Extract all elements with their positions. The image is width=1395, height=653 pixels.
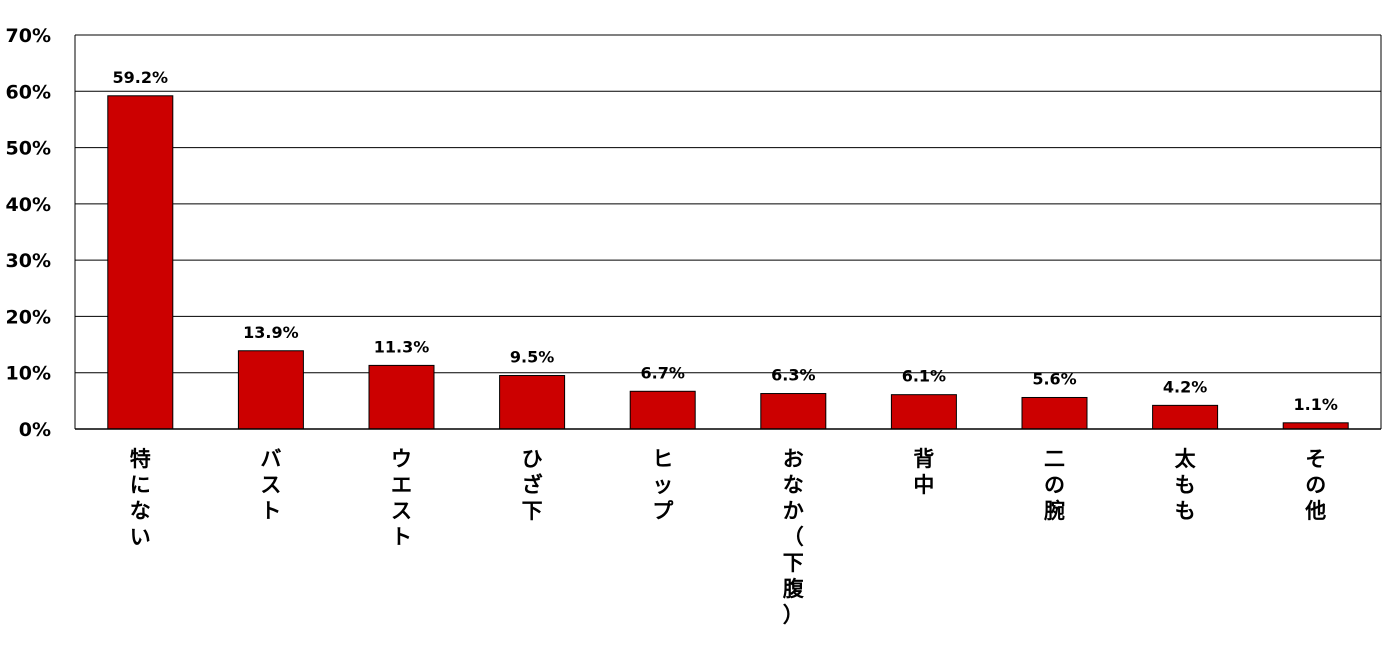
- y-tick-label: 10%: [6, 363, 51, 385]
- data-label: 59.2%: [113, 68, 169, 87]
- x-category-label: 特にない: [130, 447, 151, 549]
- y-tick-label: 0%: [19, 419, 51, 441]
- x-category-label: 二の腕: [1044, 447, 1065, 523]
- bar: [107, 95, 174, 430]
- x-category-label: ウエスト: [391, 447, 412, 549]
- gridlines: [75, 90, 1381, 374]
- bar: [499, 375, 566, 430]
- data-labels: 59.2% 13.9% 11.3% 9.5% 6.7% 6.3% 6.1% 5.6% 4.2% 1…: [113, 68, 1338, 414]
- x-category-label: バスト: [260, 447, 281, 523]
- x-category-label: 背中: [913, 447, 934, 497]
- data-label: 6.1%: [902, 367, 946, 386]
- data-label: 11.3%: [374, 337, 430, 356]
- bar: [1152, 404, 1219, 430]
- bar: [368, 364, 435, 430]
- x-category-label: おなか（下腹）: [783, 447, 805, 627]
- bar: [760, 393, 827, 430]
- data-label: 6.3%: [771, 366, 815, 385]
- y-tick-label: 50%: [6, 138, 51, 160]
- x-category-label: その他: [1304, 447, 1326, 523]
- bar: [890, 394, 957, 430]
- bars: [107, 95, 1349, 430]
- data-label: 5.6%: [1032, 369, 1076, 388]
- y-tick-label: 20%: [6, 306, 51, 328]
- y-tick-label: 30%: [6, 250, 51, 272]
- x-category-label: ヒップ: [652, 447, 674, 523]
- bar: [237, 350, 304, 430]
- plot-frame: [74, 34, 1382, 430]
- data-label: 4.2%: [1163, 377, 1207, 396]
- y-tick-label: 40%: [6, 194, 51, 216]
- data-label: 13.9%: [243, 323, 299, 342]
- y-tick-label: 70%: [6, 25, 51, 47]
- bar: [629, 390, 696, 430]
- bar: [1021, 396, 1088, 430]
- bar: [1282, 422, 1349, 430]
- data-label: 1.1%: [1294, 395, 1338, 414]
- data-label: 9.5%: [510, 348, 554, 367]
- x-axis-category-labels: 特にない バスト ウエスト ひざ下 ヒップ おなか（下腹） 背中 二の腕 太もも その他: [130, 447, 1326, 627]
- data-label: 6.7%: [641, 363, 685, 382]
- x-category-label: ひざ下: [522, 447, 543, 523]
- y-axis-tick-labels: 0% 10% 20% 30% 40% 50% 60% 70%: [6, 25, 51, 441]
- y-tick-label: 60%: [6, 81, 51, 103]
- x-category-label: 太もも: [1175, 447, 1197, 523]
